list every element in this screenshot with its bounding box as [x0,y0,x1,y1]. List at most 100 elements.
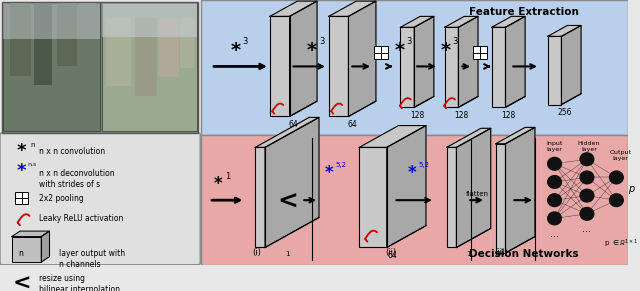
Bar [495,144,506,253]
Circle shape [580,171,594,184]
Text: p: p [628,184,634,194]
Polygon shape [548,26,581,36]
Polygon shape [359,125,426,148]
Text: <: < [12,274,31,291]
Polygon shape [414,16,434,107]
Bar [201,135,628,265]
Text: n x n deconvolution
with strides of s: n x n deconvolution with strides of s [39,169,115,189]
Bar [447,148,456,247]
Polygon shape [41,231,49,262]
Text: Hidden
layer: Hidden layer [578,141,600,152]
Bar [10,3,31,76]
Polygon shape [265,117,319,247]
Text: 64: 64 [388,251,397,260]
Text: 256: 256 [557,108,572,117]
Bar [159,18,179,77]
Bar [445,27,458,107]
Text: 64: 64 [289,120,298,129]
Polygon shape [495,127,535,144]
Polygon shape [492,16,525,27]
Text: layer output with
n channels: layer output with n channels [59,249,125,269]
Text: 128: 128 [501,111,516,120]
Text: ...: ... [582,224,591,234]
Text: *: * [230,40,241,60]
Bar [3,3,100,39]
Bar [270,16,289,116]
Text: Leaky ReLU activation: Leaky ReLU activation [39,214,124,223]
Polygon shape [561,26,581,105]
Circle shape [548,194,561,207]
Polygon shape [348,1,376,116]
Text: n x n convolution: n x n convolution [39,147,106,156]
Text: (ii): (ii) [385,248,396,257]
Circle shape [609,194,623,207]
Text: 5,2: 5,2 [419,162,429,168]
Text: *: * [17,162,26,180]
Polygon shape [255,117,319,148]
Text: p $\in \mathbb{R}^{1\times1}$: p $\in \mathbb{R}^{1\times1}$ [604,238,639,250]
Bar [492,27,506,107]
Polygon shape [445,16,478,27]
Polygon shape [458,16,478,107]
Text: resize using
bilinear interpolation: resize using bilinear interpolation [39,274,120,291]
Bar [79,3,96,57]
FancyBboxPatch shape [0,133,200,265]
Text: (i): (i) [253,248,262,257]
Text: 3: 3 [319,37,324,46]
Polygon shape [12,231,49,237]
Bar [359,148,387,247]
Text: 3: 3 [452,37,458,46]
Circle shape [548,175,561,188]
Bar [255,148,265,247]
Bar [473,46,487,59]
Text: 1: 1 [285,251,289,257]
Text: *: * [307,40,317,60]
Bar [15,192,28,204]
Text: *: * [408,164,417,182]
Text: 1: 1 [225,172,230,181]
Bar [12,237,41,262]
Text: 1: 1 [467,251,471,257]
Polygon shape [447,128,491,148]
Bar [57,3,77,66]
Text: n: n [30,142,35,148]
Polygon shape [329,1,376,16]
Polygon shape [289,1,317,116]
Text: 128: 128 [454,111,468,120]
Bar [102,3,197,131]
Text: *: * [394,40,404,60]
Polygon shape [401,16,434,27]
Circle shape [548,157,561,170]
Text: 64: 64 [348,120,357,129]
Bar [180,18,195,68]
Bar [35,3,52,85]
Circle shape [580,189,594,202]
Bar [374,46,388,59]
Bar [201,0,628,135]
Bar [3,3,100,131]
Text: Decision Networks: Decision Networks [470,249,579,259]
Text: Feature Extraction: Feature Extraction [469,7,579,17]
Circle shape [580,153,594,166]
Bar [329,16,348,116]
Text: Input
layer: Input layer [547,141,563,152]
Circle shape [609,171,623,184]
Polygon shape [506,16,525,107]
Bar [548,36,561,105]
Bar [102,3,197,37]
Text: (iii): (iii) [493,248,508,257]
Polygon shape [456,128,491,247]
Text: n: n [18,249,23,258]
Text: Output
layer: Output layer [609,150,631,161]
Text: <: < [277,190,298,214]
Text: 3: 3 [406,37,412,46]
Text: ...: ... [550,229,559,239]
Text: *: * [214,175,222,193]
Text: 3: 3 [243,37,248,46]
Circle shape [580,207,594,220]
Text: 5,2: 5,2 [335,162,346,168]
Text: 128: 128 [410,111,424,120]
Bar [401,27,414,107]
Bar [136,18,157,95]
Polygon shape [270,1,317,16]
